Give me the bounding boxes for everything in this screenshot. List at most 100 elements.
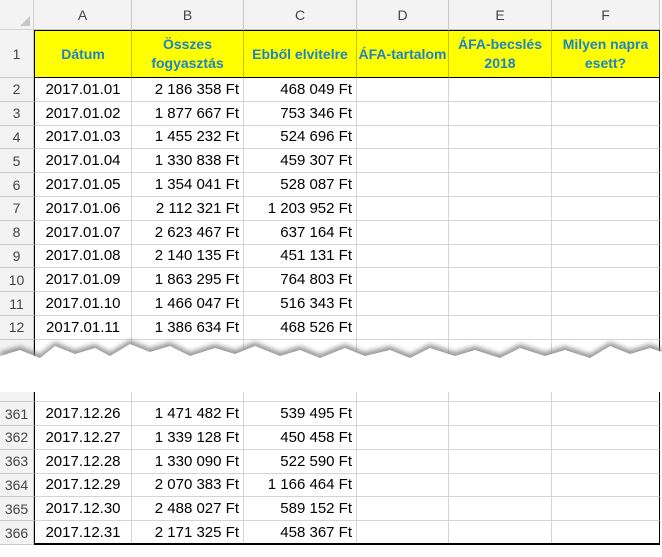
vat-content-cell[interactable]	[357, 220, 449, 245]
date-cell[interactable]: 2017.01.08	[34, 244, 132, 269]
date-cell[interactable]: 2017.01.01	[34, 78, 132, 102]
vat-content-cell[interactable]	[357, 197, 449, 221]
vat-content-cell[interactable]	[357, 101, 449, 126]
weekday-cell[interactable]	[552, 426, 660, 450]
row-header[interactable]: 9	[0, 244, 34, 269]
date-cell[interactable]: 2017.01.03	[34, 125, 132, 150]
vat-content-cell[interactable]	[357, 316, 449, 340]
row-header[interactable]: 8	[0, 220, 34, 245]
date-cell[interactable]: 2017.12.29	[34, 473, 132, 498]
takeaway-cell[interactable]: 539 495 Ft	[244, 402, 357, 426]
vat-content-cell[interactable]	[357, 149, 449, 174]
vat-estimate-cell[interactable]	[449, 78, 552, 102]
vat-estimate-cell[interactable]	[449, 292, 552, 316]
vat-estimate-cell[interactable]	[449, 449, 552, 474]
vat-estimate-cell[interactable]	[449, 521, 552, 545]
row-header[interactable]: 365	[0, 497, 34, 522]
row-header[interactable]: 3	[0, 101, 34, 126]
date-cell[interactable]: 2017.01.06	[34, 197, 132, 221]
total-consumption-cell[interactable]: 1 863 295 Ft	[132, 268, 244, 293]
takeaway-cell[interactable]: 468 049 Ft	[244, 78, 357, 102]
row-header-1[interactable]: 1	[0, 30, 34, 78]
header-cell-c[interactable]: Ebből elvitelre	[244, 30, 357, 78]
total-consumption-cell[interactable]: 1 877 667 Ft	[132, 101, 244, 126]
vat-content-cell[interactable]	[357, 497, 449, 522]
row-header[interactable]: 362	[0, 426, 34, 450]
takeaway-cell[interactable]: 468 526 Ft	[244, 316, 357, 340]
date-cell[interactable]: 2017.01.05	[34, 173, 132, 197]
row-header[interactable]: 363	[0, 449, 34, 474]
weekday-cell[interactable]	[552, 497, 660, 522]
row-header[interactable]: 12	[0, 316, 34, 340]
total-consumption-cell[interactable]: 1 354 041 Ft	[132, 173, 244, 197]
date-cell[interactable]: 2017.12.30	[34, 497, 132, 522]
vat-content-cell[interactable]	[357, 521, 449, 545]
total-consumption-cell[interactable]: 1 339 128 Ft	[132, 426, 244, 450]
header-cell-a[interactable]: Dátum	[34, 30, 132, 78]
total-consumption-cell[interactable]: 2 140 135 Ft	[132, 244, 244, 269]
date-cell[interactable]: 2017.01.07	[34, 220, 132, 245]
weekday-cell[interactable]	[552, 521, 660, 545]
vat-estimate-cell[interactable]	[449, 426, 552, 450]
vat-content-cell[interactable]	[357, 473, 449, 498]
column-header-a[interactable]: A	[34, 0, 132, 30]
vat-content-cell[interactable]	[357, 268, 449, 293]
weekday-cell[interactable]	[552, 473, 660, 498]
column-header-e[interactable]: E	[449, 0, 552, 30]
vat-estimate-cell[interactable]	[449, 101, 552, 126]
column-header-c[interactable]: C	[244, 0, 357, 30]
vat-content-cell[interactable]	[357, 449, 449, 474]
row-header[interactable]: 10	[0, 268, 34, 293]
select-all-corner[interactable]	[0, 0, 34, 30]
date-cell[interactable]: 2017.01.04	[34, 149, 132, 174]
date-cell[interactable]: 2017.01.11	[34, 316, 132, 340]
header-cell-e[interactable]: ÁFA-becslés 2018	[449, 30, 552, 78]
takeaway-cell[interactable]: 589 152 Ft	[244, 497, 357, 522]
weekday-cell[interactable]	[552, 149, 660, 174]
weekday-cell[interactable]	[552, 173, 660, 197]
column-header-b[interactable]: B	[132, 0, 244, 30]
vat-estimate-cell[interactable]	[449, 220, 552, 245]
row-header[interactable]: 6	[0, 173, 34, 197]
weekday-cell[interactable]	[552, 292, 660, 316]
takeaway-cell[interactable]: 458 367 Ft	[244, 521, 357, 545]
total-consumption-cell[interactable]: 1 386 634 Ft	[132, 316, 244, 340]
date-cell[interactable]: 2017.12.28	[34, 449, 132, 474]
total-consumption-cell[interactable]: 2 112 321 Ft	[132, 197, 244, 221]
vat-estimate-cell[interactable]	[449, 316, 552, 340]
weekday-cell[interactable]	[552, 316, 660, 340]
weekday-cell[interactable]	[552, 402, 660, 426]
weekday-cell[interactable]	[552, 197, 660, 221]
takeaway-cell[interactable]: 524 696 Ft	[244, 125, 357, 150]
total-consumption-cell[interactable]: 2 488 027 Ft	[132, 497, 244, 522]
takeaway-cell[interactable]: 764 803 Ft	[244, 268, 357, 293]
takeaway-cell[interactable]: 753 346 Ft	[244, 101, 357, 126]
total-consumption-cell[interactable]: 2 186 358 Ft	[132, 78, 244, 102]
vat-content-cell[interactable]	[357, 173, 449, 197]
weekday-cell[interactable]	[552, 449, 660, 474]
column-header-d[interactable]: D	[357, 0, 449, 30]
total-consumption-cell[interactable]: 1 455 232 Ft	[132, 125, 244, 150]
header-cell-b[interactable]: Összes fogyasztás	[132, 30, 244, 78]
row-header[interactable]: 11	[0, 292, 34, 316]
vat-estimate-cell[interactable]	[449, 244, 552, 269]
takeaway-cell[interactable]: 1 203 952 Ft	[244, 197, 357, 221]
row-header[interactable]: 2	[0, 78, 34, 102]
vat-content-cell[interactable]	[357, 292, 449, 316]
takeaway-cell[interactable]: 450 458 Ft	[244, 426, 357, 450]
takeaway-cell[interactable]: 637 164 Ft	[244, 220, 357, 245]
weekday-cell[interactable]	[552, 78, 660, 102]
vat-estimate-cell[interactable]	[449, 268, 552, 293]
row-header[interactable]: 4	[0, 125, 34, 150]
date-cell[interactable]: 2017.12.26	[34, 402, 132, 426]
date-cell[interactable]: 2017.01.09	[34, 268, 132, 293]
weekday-cell[interactable]	[552, 125, 660, 150]
total-consumption-cell[interactable]: 1 330 838 Ft	[132, 149, 244, 174]
takeaway-cell[interactable]: 459 307 Ft	[244, 149, 357, 174]
vat-estimate-cell[interactable]	[449, 473, 552, 498]
vat-estimate-cell[interactable]	[449, 402, 552, 426]
date-cell[interactable]: 2017.12.31	[34, 521, 132, 545]
row-header[interactable]: 361	[0, 402, 34, 426]
date-cell[interactable]: 2017.01.02	[34, 101, 132, 126]
header-cell-d[interactable]: ÁFA-tartalom	[357, 30, 449, 78]
